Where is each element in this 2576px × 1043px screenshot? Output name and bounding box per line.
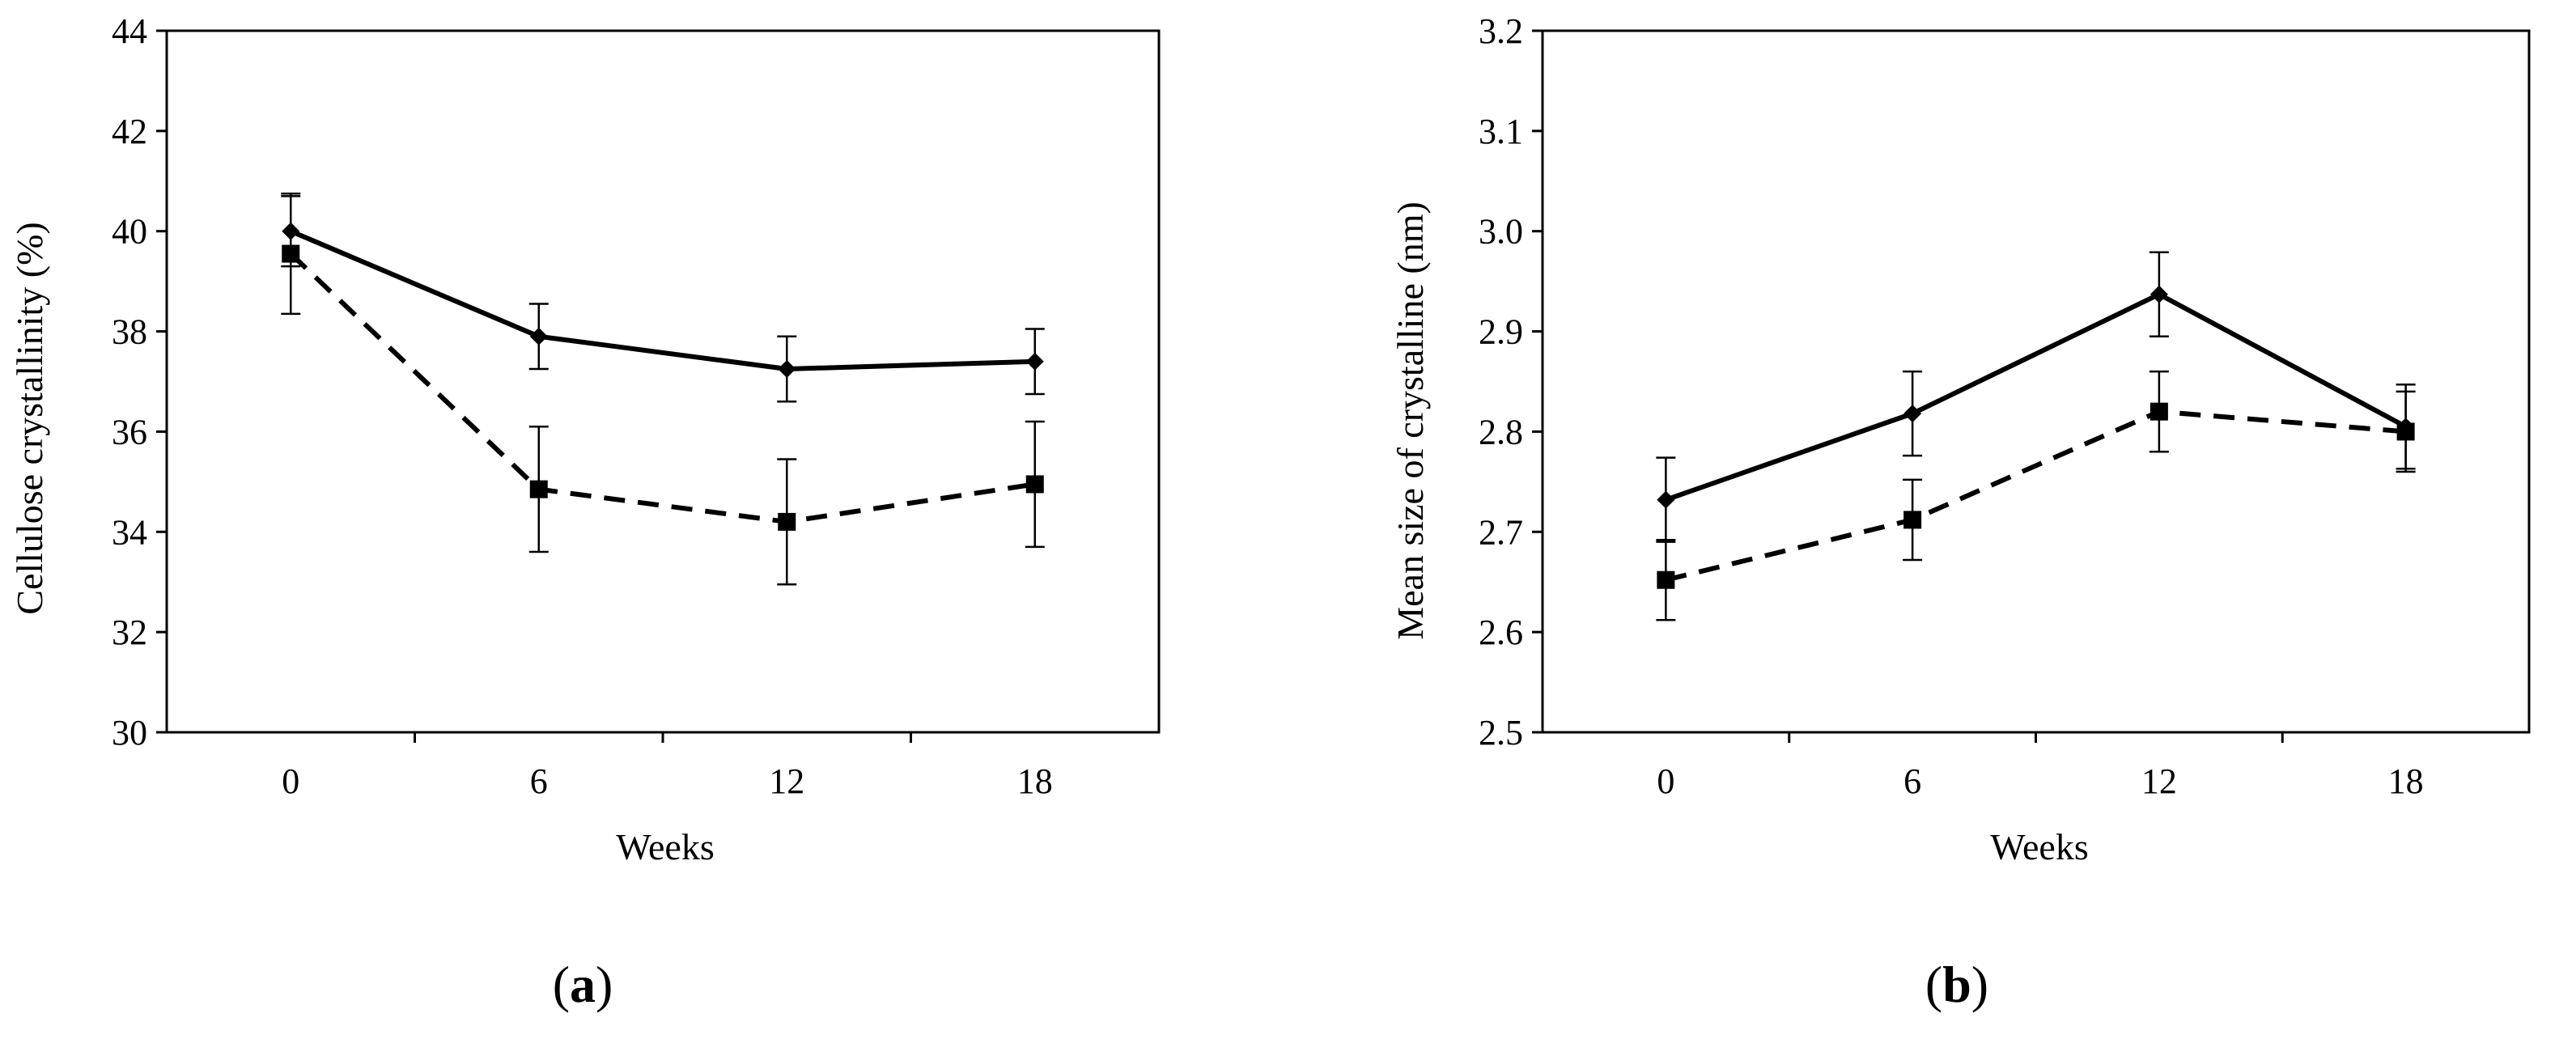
- plot-area-frame: [165, 29, 1161, 734]
- chart-panel-a: Cellulose crystallinity (%) Weeks (a) 30…: [9, 11, 1161, 1013]
- panel-label: (b): [1925, 956, 1988, 1013]
- data-point-diamond: [529, 327, 548, 346]
- y-tick-label: 2.8: [1479, 412, 1523, 452]
- x-tick-label: 6: [1903, 761, 1921, 801]
- series-line-solid: [1665, 291, 2408, 502]
- data-point-square: [2149, 402, 2168, 421]
- x-tick-label: 0: [282, 761, 299, 801]
- data-point-diamond: [1025, 352, 1044, 371]
- panel-label-letter: a: [570, 956, 596, 1013]
- y-tick-label: 44: [112, 11, 147, 51]
- x-axis-title: Weeks: [616, 826, 714, 867]
- data-point-square: [778, 512, 796, 531]
- x-tick-label: 12: [2141, 761, 2177, 801]
- x-tick-label: 18: [1017, 761, 1053, 801]
- y-tick-label: 2.5: [1479, 713, 1523, 753]
- x-tick-label: 6: [530, 761, 548, 801]
- y-tick-label: 3.0: [1479, 212, 1523, 252]
- y-tick-label: 36: [112, 412, 147, 452]
- y-axis-title: Mean size of crystalline (nm): [1390, 201, 1431, 640]
- y-axis-title: Cellulose crystallinity (%): [9, 222, 50, 614]
- data-point-diamond: [778, 360, 796, 379]
- y-tick-label: 34: [112, 512, 147, 552]
- x-tick-label: 18: [2388, 761, 2424, 801]
- panel-label-close: ): [596, 956, 613, 1013]
- series-line-solid: [290, 228, 1035, 372]
- data-point-square: [529, 480, 548, 498]
- y-tick-label: 3.1: [1479, 112, 1523, 151]
- y-tick-label: 3.2: [1479, 11, 1523, 51]
- panel-label: (a): [553, 956, 613, 1013]
- data-point-square: [1657, 570, 1675, 589]
- panel-label-letter: b: [1942, 956, 1971, 1013]
- series-line-dashed: [1665, 409, 2406, 583]
- data-point-diamond: [1903, 405, 1922, 423]
- series-line-dashed: [289, 252, 1036, 524]
- panel-label-close: ): [1971, 956, 1988, 1013]
- data-point-diamond: [2149, 285, 2168, 303]
- plot-area-frame: [1541, 29, 2531, 734]
- panel-label-open: (: [1925, 956, 1942, 1013]
- y-tick-label: 40: [112, 212, 147, 252]
- y-tick-label: 32: [112, 613, 147, 652]
- y-tick-label: 38: [112, 312, 147, 352]
- y-tick-label: 30: [112, 713, 147, 753]
- data-point-square: [2396, 422, 2415, 441]
- data-point-square: [1025, 475, 1044, 494]
- data-point-diamond: [1657, 490, 1675, 509]
- y-tick-label: 2.7: [1479, 512, 1523, 552]
- panel-label-open: (: [553, 956, 570, 1013]
- data-point-square: [1903, 511, 1922, 529]
- x-tick-label: 12: [769, 761, 804, 801]
- y-tick-label: 2.9: [1479, 312, 1523, 352]
- data-point-square: [282, 244, 300, 263]
- y-tick-label: 2.6: [1479, 613, 1523, 652]
- y-tick-label: 42: [112, 112, 147, 151]
- x-tick-label: 0: [1657, 761, 1674, 801]
- x-axis-title: Weeks: [1990, 826, 2088, 867]
- chart-panel-b: Mean size of crystalline (nm) Weeks (b) …: [1390, 11, 2531, 1013]
